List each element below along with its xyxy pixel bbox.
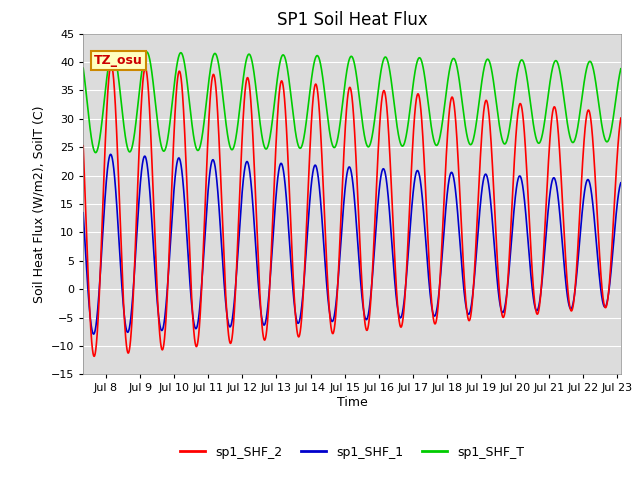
sp1_SHF_T: [481, 63, 488, 69]
Title: SP1 Soil Heat Flux: SP1 Soil Heat Flux: [276, 11, 428, 29]
Y-axis label: Soil Heat Flux (W/m2), SoilT (C): Soil Heat Flux (W/m2), SoilT (C): [32, 105, 45, 303]
sp1_SHF_T: [402, 135, 410, 141]
sp1_SHF_1: [522, 207, 529, 213]
sp1_SHF_1: [90, 331, 97, 337]
Line: sp1_SHF_1: sp1_SHF_1: [83, 155, 621, 334]
sp1_SHF_1: [429, 311, 437, 316]
sp1_SHF_T: [79, 65, 87, 71]
X-axis label: Time: Time: [337, 396, 367, 409]
sp1_SHF_T: [92, 150, 99, 156]
Line: sp1_SHF_T: sp1_SHF_T: [83, 51, 621, 153]
sp1_SHF_1: [617, 180, 625, 186]
sp1_SHF_1: [177, 162, 185, 168]
sp1_SHF_T: [617, 66, 625, 72]
sp1_SHF_T: [522, 66, 529, 72]
sp1_SHF_2: [108, 62, 115, 68]
sp1_SHF_T: [285, 76, 292, 82]
sp1_SHF_2: [617, 115, 625, 121]
sp1_SHF_1: [107, 152, 115, 157]
Text: TZ_osu: TZ_osu: [94, 54, 143, 67]
sp1_SHF_2: [522, 145, 529, 151]
sp1_SHF_2: [285, 175, 292, 181]
sp1_SHF_T: [429, 134, 437, 140]
Legend: sp1_SHF_2, sp1_SHF_1, sp1_SHF_T: sp1_SHF_2, sp1_SHF_1, sp1_SHF_T: [175, 441, 529, 464]
sp1_SHF_1: [402, 281, 410, 287]
sp1_SHF_T: [177, 50, 185, 56]
sp1_SHF_1: [481, 173, 488, 179]
sp1_SHF_1: [79, 210, 87, 216]
sp1_SHF_T: [109, 48, 116, 54]
sp1_SHF_2: [79, 143, 87, 149]
sp1_SHF_2: [429, 313, 437, 319]
Line: sp1_SHF_2: sp1_SHF_2: [83, 65, 621, 356]
sp1_SHF_2: [90, 353, 98, 359]
sp1_SHF_2: [402, 280, 410, 286]
sp1_SHF_2: [481, 102, 488, 108]
sp1_SHF_1: [285, 229, 292, 235]
sp1_SHF_2: [177, 75, 185, 81]
